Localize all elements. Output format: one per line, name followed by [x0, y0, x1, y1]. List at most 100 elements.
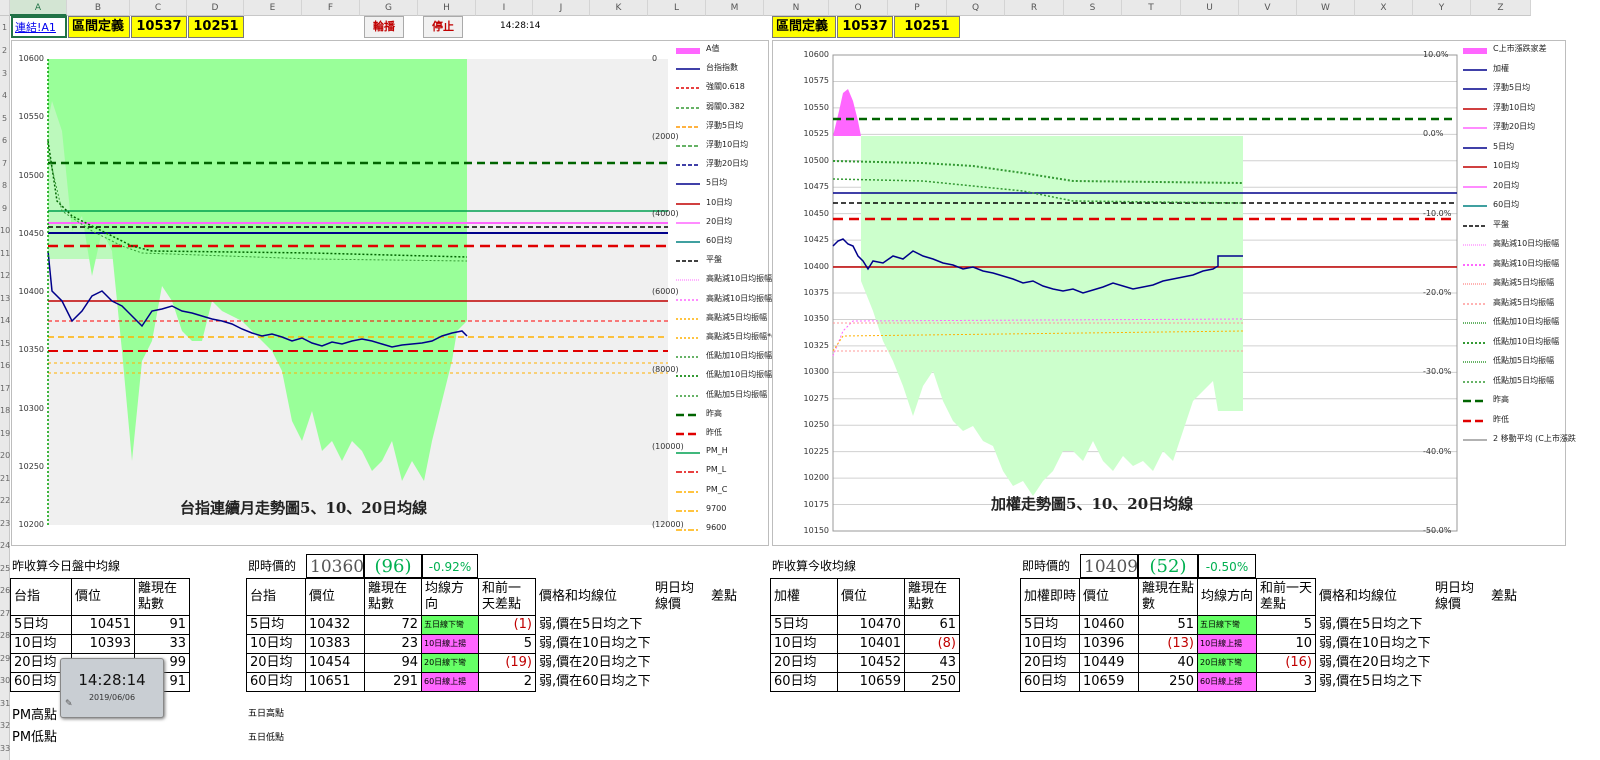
row-header[interactable]: 7	[0, 153, 10, 176]
row-header[interactable]: 26	[0, 580, 10, 603]
row-header[interactable]: 12	[0, 265, 10, 288]
column-header[interactable]: X	[1355, 0, 1413, 16]
column-header[interactable]: F	[302, 0, 360, 16]
row-header[interactable]: 14	[0, 310, 10, 333]
column-header[interactable]: E	[244, 0, 302, 16]
axis-tick-label: 10600	[783, 50, 829, 59]
ma-distance: 43	[905, 654, 960, 673]
column-header[interactable]: Z	[1471, 0, 1531, 16]
legend-entry: 20日均	[1461, 180, 1567, 192]
header-cell: 離現在點數	[135, 579, 190, 616]
row-header[interactable]: 19	[0, 423, 10, 446]
axis-tick-label: 10350	[783, 314, 829, 323]
row-header[interactable]: 5	[0, 108, 10, 131]
row-header[interactable]: 32	[0, 715, 10, 738]
column-header[interactable]: J	[533, 0, 590, 16]
row-header[interactable]: 6	[0, 130, 10, 153]
column-header[interactable]: P	[888, 0, 947, 16]
axis-tick-label: 10400	[12, 287, 44, 296]
row-header[interactable]: 27	[0, 603, 10, 626]
row-header[interactable]: 20	[0, 445, 10, 468]
legend-entry: 高點減5日均振幅	[1461, 297, 1567, 309]
row-header[interactable]: 21	[0, 468, 10, 491]
header-cell: 加權即時	[1021, 579, 1080, 616]
stop-button[interactable]: 停止	[423, 16, 463, 38]
ma-name: 10日均	[247, 635, 306, 654]
row-header[interactable]: 9	[0, 198, 10, 221]
column-header[interactable]: R	[1005, 0, 1064, 16]
clock-widget[interactable]: 14:28:14 2019/06/06 ✎	[60, 658, 164, 718]
select-all-corner[interactable]	[0, 0, 10, 16]
link-cell[interactable]: 連結!A1	[11, 16, 67, 38]
column-header[interactable]: C	[130, 0, 187, 16]
ma-direction: 10日線上揚	[422, 635, 479, 654]
row-header[interactable]: 33	[0, 738, 10, 760]
ma-price: 10451	[72, 616, 135, 635]
row-header[interactable]: 4	[0, 85, 10, 108]
column-header[interactable]: M	[706, 0, 764, 16]
legend-entry: 浮動10日均	[1461, 102, 1567, 114]
column-header[interactable]: H	[418, 0, 476, 16]
row-header[interactable]: 29	[0, 648, 10, 671]
row-header[interactable]: 11	[0, 243, 10, 266]
row-header[interactable]: 23	[0, 513, 10, 536]
row-header[interactable]: 13	[0, 288, 10, 311]
row-header[interactable]: 30	[0, 670, 10, 693]
legend-entry: 9600	[674, 523, 770, 535]
row-header[interactable]: 28	[0, 625, 10, 648]
row-header[interactable]: 10	[0, 220, 10, 243]
axis-tick-label: 10300	[12, 404, 44, 413]
row-header[interactable]: 24	[0, 535, 10, 558]
ma-price: 10383	[306, 635, 365, 654]
ma-name: 20日均	[771, 654, 838, 673]
column-header[interactable]: O	[829, 0, 888, 16]
column-header[interactable]: K	[590, 0, 648, 16]
pm-low-label: PM低點	[12, 728, 57, 748]
pm-high-label: PM高點	[12, 706, 57, 726]
column-header[interactable]: A	[10, 0, 67, 16]
row-header[interactable]: 15	[0, 333, 10, 356]
column-header[interactable]: N	[764, 0, 829, 16]
row-header[interactable]: 18	[0, 400, 10, 423]
row-header[interactable]: 1	[0, 16, 10, 40]
ma-distance: 72	[365, 616, 422, 635]
row-header[interactable]: 22	[0, 490, 10, 513]
column-header[interactable]: Q	[947, 0, 1005, 16]
axis-tick-label: 10525	[783, 129, 829, 138]
ma-price: 10460	[1080, 616, 1139, 635]
row-header[interactable]: 8	[0, 175, 10, 198]
column-header[interactable]: L	[648, 0, 706, 16]
column-header[interactable]: G	[360, 0, 418, 16]
axis-tick-label: 10.0%	[1423, 50, 1463, 59]
row-header[interactable]: 25	[0, 558, 10, 581]
column-header[interactable]: V	[1239, 0, 1297, 16]
range-label: 區間定義	[68, 16, 130, 38]
row-header[interactable]: 2	[0, 40, 10, 63]
axis-tick-label: 10575	[783, 76, 829, 85]
row-header[interactable]: 17	[0, 378, 10, 401]
column-header[interactable]: T	[1122, 0, 1181, 16]
row-header[interactable]: 16	[0, 355, 10, 378]
ma-day-diff: (16)	[1257, 654, 1316, 673]
legend-entry: 浮動10日均	[674, 139, 770, 151]
legend-entry: 低點加5日均振幅	[1461, 375, 1567, 387]
rotate-button[interactable]: 輪播	[364, 16, 404, 38]
column-header[interactable]: S	[1064, 0, 1122, 16]
column-header[interactable]: D	[187, 0, 244, 16]
column-header[interactable]: B	[67, 0, 130, 16]
row-header[interactable]: 31	[0, 693, 10, 716]
column-header[interactable]: U	[1181, 0, 1239, 16]
right-rt-price: 10409	[1080, 554, 1138, 578]
legend-entry: 低點加5日均振幅	[1461, 355, 1567, 367]
column-header[interactable]: W	[1297, 0, 1355, 16]
row-header[interactable]: 3	[0, 63, 10, 86]
header-time: 14:28:14	[500, 16, 540, 36]
column-header[interactable]: I	[476, 0, 533, 16]
column-header[interactable]: Y	[1413, 0, 1471, 16]
legend-entry: 台指指數	[674, 62, 770, 74]
